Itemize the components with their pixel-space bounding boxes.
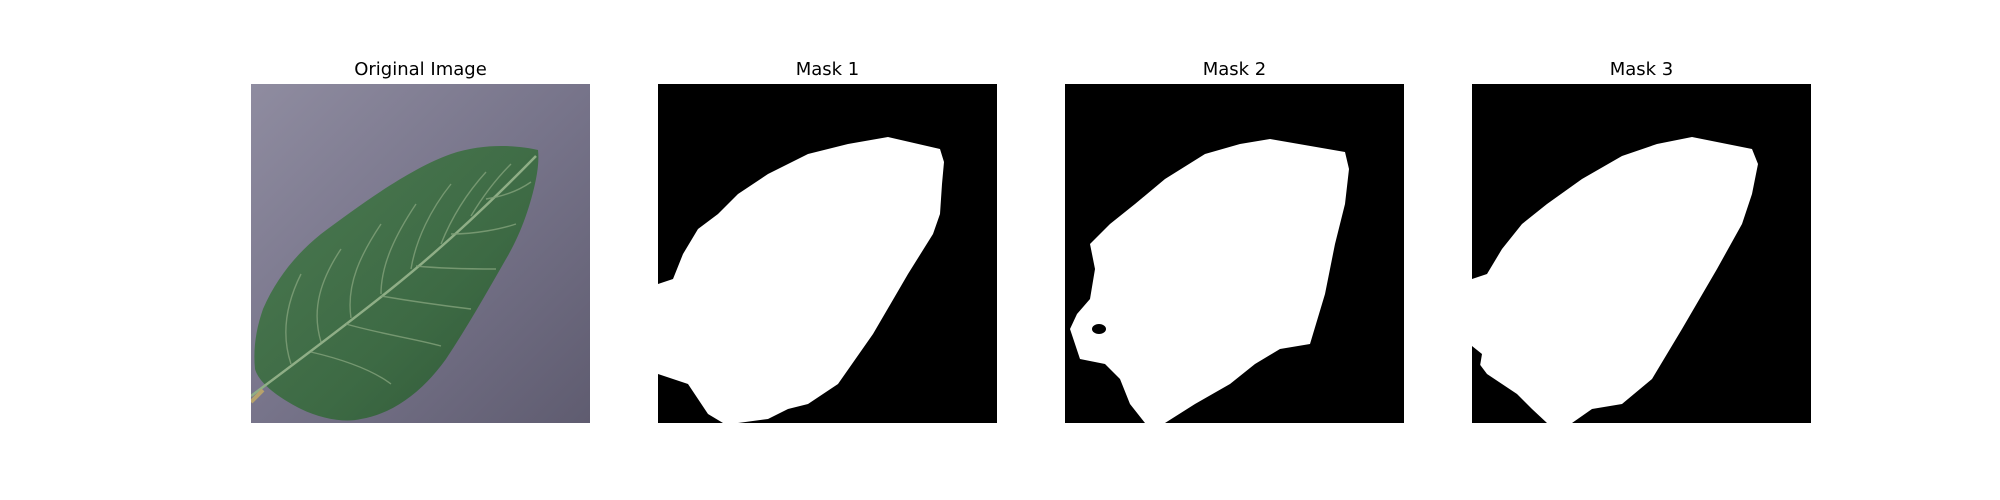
original-image-title: Original Image: [251, 58, 590, 82]
leaf-photo: [251, 84, 590, 423]
mask-3-canvas: [1472, 84, 1811, 423]
original-image-panel: Original Image: [251, 58, 590, 82]
mask-2-hole: [1092, 324, 1106, 334]
mask-2-title: Mask 2: [1065, 58, 1404, 82]
mask-1-panel: Mask 1: [658, 58, 997, 82]
mask-1-canvas: [658, 84, 997, 423]
mask-2-image: [1065, 84, 1404, 423]
original-image: [251, 84, 590, 423]
mask-1-image: [658, 84, 997, 423]
mask-2-panel: Mask 2: [1065, 58, 1404, 82]
mask-2-canvas: [1065, 84, 1404, 423]
mask-3-title: Mask 3: [1472, 58, 1811, 82]
mask-1-title: Mask 1: [658, 58, 997, 82]
mask-3-panel: Mask 3: [1472, 58, 1811, 82]
mask-3-image: [1472, 84, 1811, 423]
